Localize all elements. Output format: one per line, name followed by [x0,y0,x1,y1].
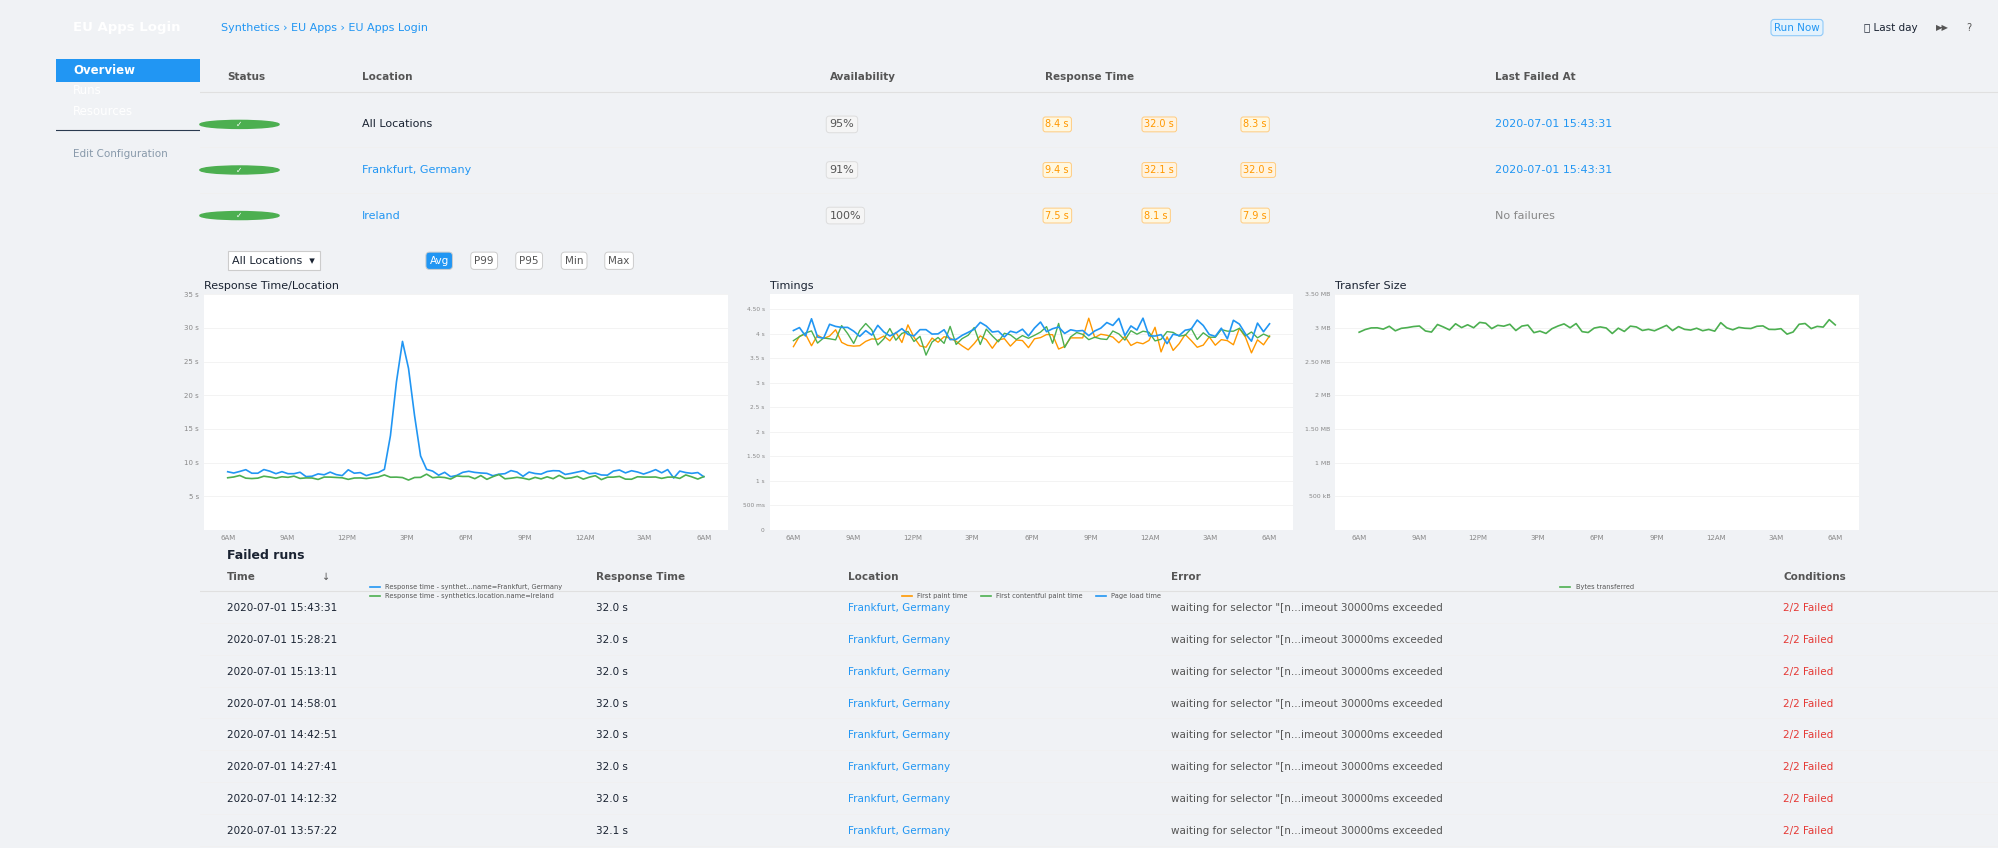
Text: ?: ? [1966,23,1970,32]
Text: 32.1 s: 32.1 s [595,826,627,836]
Text: Error: Error [1171,572,1201,583]
Text: Frankfurt, Germany: Frankfurt, Germany [847,635,949,645]
Text: EU Apps Login: EU Apps Login [74,21,180,35]
Text: Overview: Overview [74,64,136,77]
Text: 8.1 s: 8.1 s [1145,210,1167,220]
Circle shape [200,211,280,220]
Text: ⏱ Last day: ⏱ Last day [1864,23,1916,32]
Text: waiting for selector "[n...imeout 30000ms exceeded: waiting for selector "[n...imeout 30000m… [1171,699,1443,709]
Text: All Locations: All Locations [362,120,432,130]
Text: Frankfurt, Germany: Frankfurt, Germany [847,794,949,804]
Text: 2020-07-01 14:58:01: 2020-07-01 14:58:01 [228,699,338,709]
Text: waiting for selector "[n...imeout 30000ms exceeded: waiting for selector "[n...imeout 30000m… [1171,667,1443,677]
Text: ✓: ✓ [236,165,242,175]
Text: All Locations  ▾: All Locations ▾ [232,256,316,265]
Text: 100%: 100% [829,210,861,220]
FancyBboxPatch shape [56,59,200,82]
Text: 32.0 s: 32.0 s [595,730,627,740]
Text: 2020-07-01 14:12:32: 2020-07-01 14:12:32 [228,794,338,804]
Text: waiting for selector "[n...imeout 30000ms exceeded: waiting for selector "[n...imeout 30000m… [1171,603,1443,613]
Text: 2020-07-01 15:43:31: 2020-07-01 15:43:31 [228,603,338,613]
Circle shape [200,166,280,174]
Text: Status: Status [228,72,266,82]
Legend: Bytes transferred: Bytes transferred [1556,582,1636,593]
Text: 32.0 s: 32.0 s [595,794,627,804]
Text: Timings: Timings [769,281,813,291]
Text: 7.5 s: 7.5 s [1045,210,1069,220]
Text: 2/2 Failed: 2/2 Failed [1782,794,1832,804]
Text: waiting for selector "[n...imeout 30000ms exceeded: waiting for selector "[n...imeout 30000m… [1171,794,1443,804]
Text: 32.0 s: 32.0 s [595,762,627,773]
Text: 2/2 Failed: 2/2 Failed [1782,730,1832,740]
Text: No failures: No failures [1495,210,1554,220]
Text: Edit Configuration: Edit Configuration [74,149,168,159]
Text: 8.3 s: 8.3 s [1243,120,1267,130]
Text: 32.0 s: 32.0 s [595,603,627,613]
Text: Synthetics › EU Apps › EU Apps Login: Synthetics › EU Apps › EU Apps Login [222,23,428,32]
Text: 95%: 95% [829,120,853,130]
Text: Response Time: Response Time [595,572,685,583]
Text: 91%: 91% [829,165,853,175]
Text: Availability: Availability [829,72,895,82]
Text: ✓: ✓ [236,211,242,220]
Text: 32.0 s: 32.0 s [595,635,627,645]
Text: 7.9 s: 7.9 s [1243,210,1267,220]
Text: Frankfurt, Germany: Frankfurt, Germany [847,699,949,709]
Text: 2020-07-01 14:27:41: 2020-07-01 14:27:41 [228,762,338,773]
Text: Response Time: Response Time [1045,72,1135,82]
Text: waiting for selector "[n...imeout 30000ms exceeded: waiting for selector "[n...imeout 30000m… [1171,762,1443,773]
Text: 9.4 s: 9.4 s [1045,165,1069,175]
Text: Min: Min [565,256,583,265]
Text: 32.1 s: 32.1 s [1145,165,1173,175]
Text: ✓: ✓ [236,120,242,129]
Text: 2020-07-01 15:43:31: 2020-07-01 15:43:31 [1495,165,1612,175]
Text: 2020-07-01 15:13:11: 2020-07-01 15:13:11 [228,667,338,677]
Text: 32.0 s: 32.0 s [595,699,627,709]
Text: 2/2 Failed: 2/2 Failed [1782,603,1832,613]
Text: 2/2 Failed: 2/2 Failed [1782,635,1832,645]
Text: waiting for selector "[n...imeout 30000ms exceeded: waiting for selector "[n...imeout 30000m… [1171,826,1443,836]
Text: Runs: Runs [74,84,102,98]
Text: P95: P95 [519,256,539,265]
Text: waiting for selector "[n...imeout 30000ms exceeded: waiting for selector "[n...imeout 30000m… [1171,635,1443,645]
Text: Response Time/Location: Response Time/Location [204,281,340,291]
Text: 8.4 s: 8.4 s [1045,120,1069,130]
Text: Frankfurt, Germany: Frankfurt, Germany [847,826,949,836]
Text: 2020-07-01 13:57:22: 2020-07-01 13:57:22 [228,826,338,836]
Legend: Response time - synthet...name=Frankfurt, Germany, Response time - synthetics.lo: Response time - synthet...name=Frankfurt… [368,582,563,602]
Text: Ireland: Ireland [362,210,400,220]
Text: Frankfurt, Germany: Frankfurt, Germany [847,762,949,773]
Text: ▶▶: ▶▶ [1936,23,1948,32]
Text: 2/2 Failed: 2/2 Failed [1782,826,1832,836]
Text: Location: Location [362,72,412,82]
Text: waiting for selector "[n...imeout 30000ms exceeded: waiting for selector "[n...imeout 30000m… [1171,730,1443,740]
Text: Frankfurt, Germany: Frankfurt, Germany [362,165,472,175]
Text: Location: Location [847,572,897,583]
Text: 32.0 s: 32.0 s [1145,120,1173,130]
Text: 32.0 s: 32.0 s [1243,165,1273,175]
Text: Max: Max [607,256,629,265]
Text: ↓: ↓ [322,572,330,583]
Text: Run Now: Run Now [1774,23,1818,32]
Text: 2/2 Failed: 2/2 Failed [1782,667,1832,677]
Text: Failed runs: Failed runs [228,549,304,562]
Text: Resources: Resources [74,104,134,118]
Text: Frankfurt, Germany: Frankfurt, Germany [847,667,949,677]
Legend: First paint time, First contentful paint time, Page load time: First paint time, First contentful paint… [899,591,1163,602]
Text: 32.0 s: 32.0 s [595,667,627,677]
Text: Conditions: Conditions [1782,572,1844,583]
Text: 2020-07-01 15:28:21: 2020-07-01 15:28:21 [228,635,338,645]
Text: Frankfurt, Germany: Frankfurt, Germany [847,603,949,613]
Text: 2020-07-01 15:43:31: 2020-07-01 15:43:31 [1495,120,1612,130]
Text: P99: P99 [474,256,494,265]
Circle shape [200,120,280,128]
Text: Avg: Avg [430,256,450,265]
Text: Time: Time [228,572,256,583]
Text: Transfer Size: Transfer Size [1335,281,1407,291]
Text: 2/2 Failed: 2/2 Failed [1782,762,1832,773]
Text: 2/2 Failed: 2/2 Failed [1782,699,1832,709]
Text: 2020-07-01 14:42:51: 2020-07-01 14:42:51 [228,730,338,740]
Text: Frankfurt, Germany: Frankfurt, Germany [847,730,949,740]
Text: Last Failed At: Last Failed At [1495,72,1574,82]
